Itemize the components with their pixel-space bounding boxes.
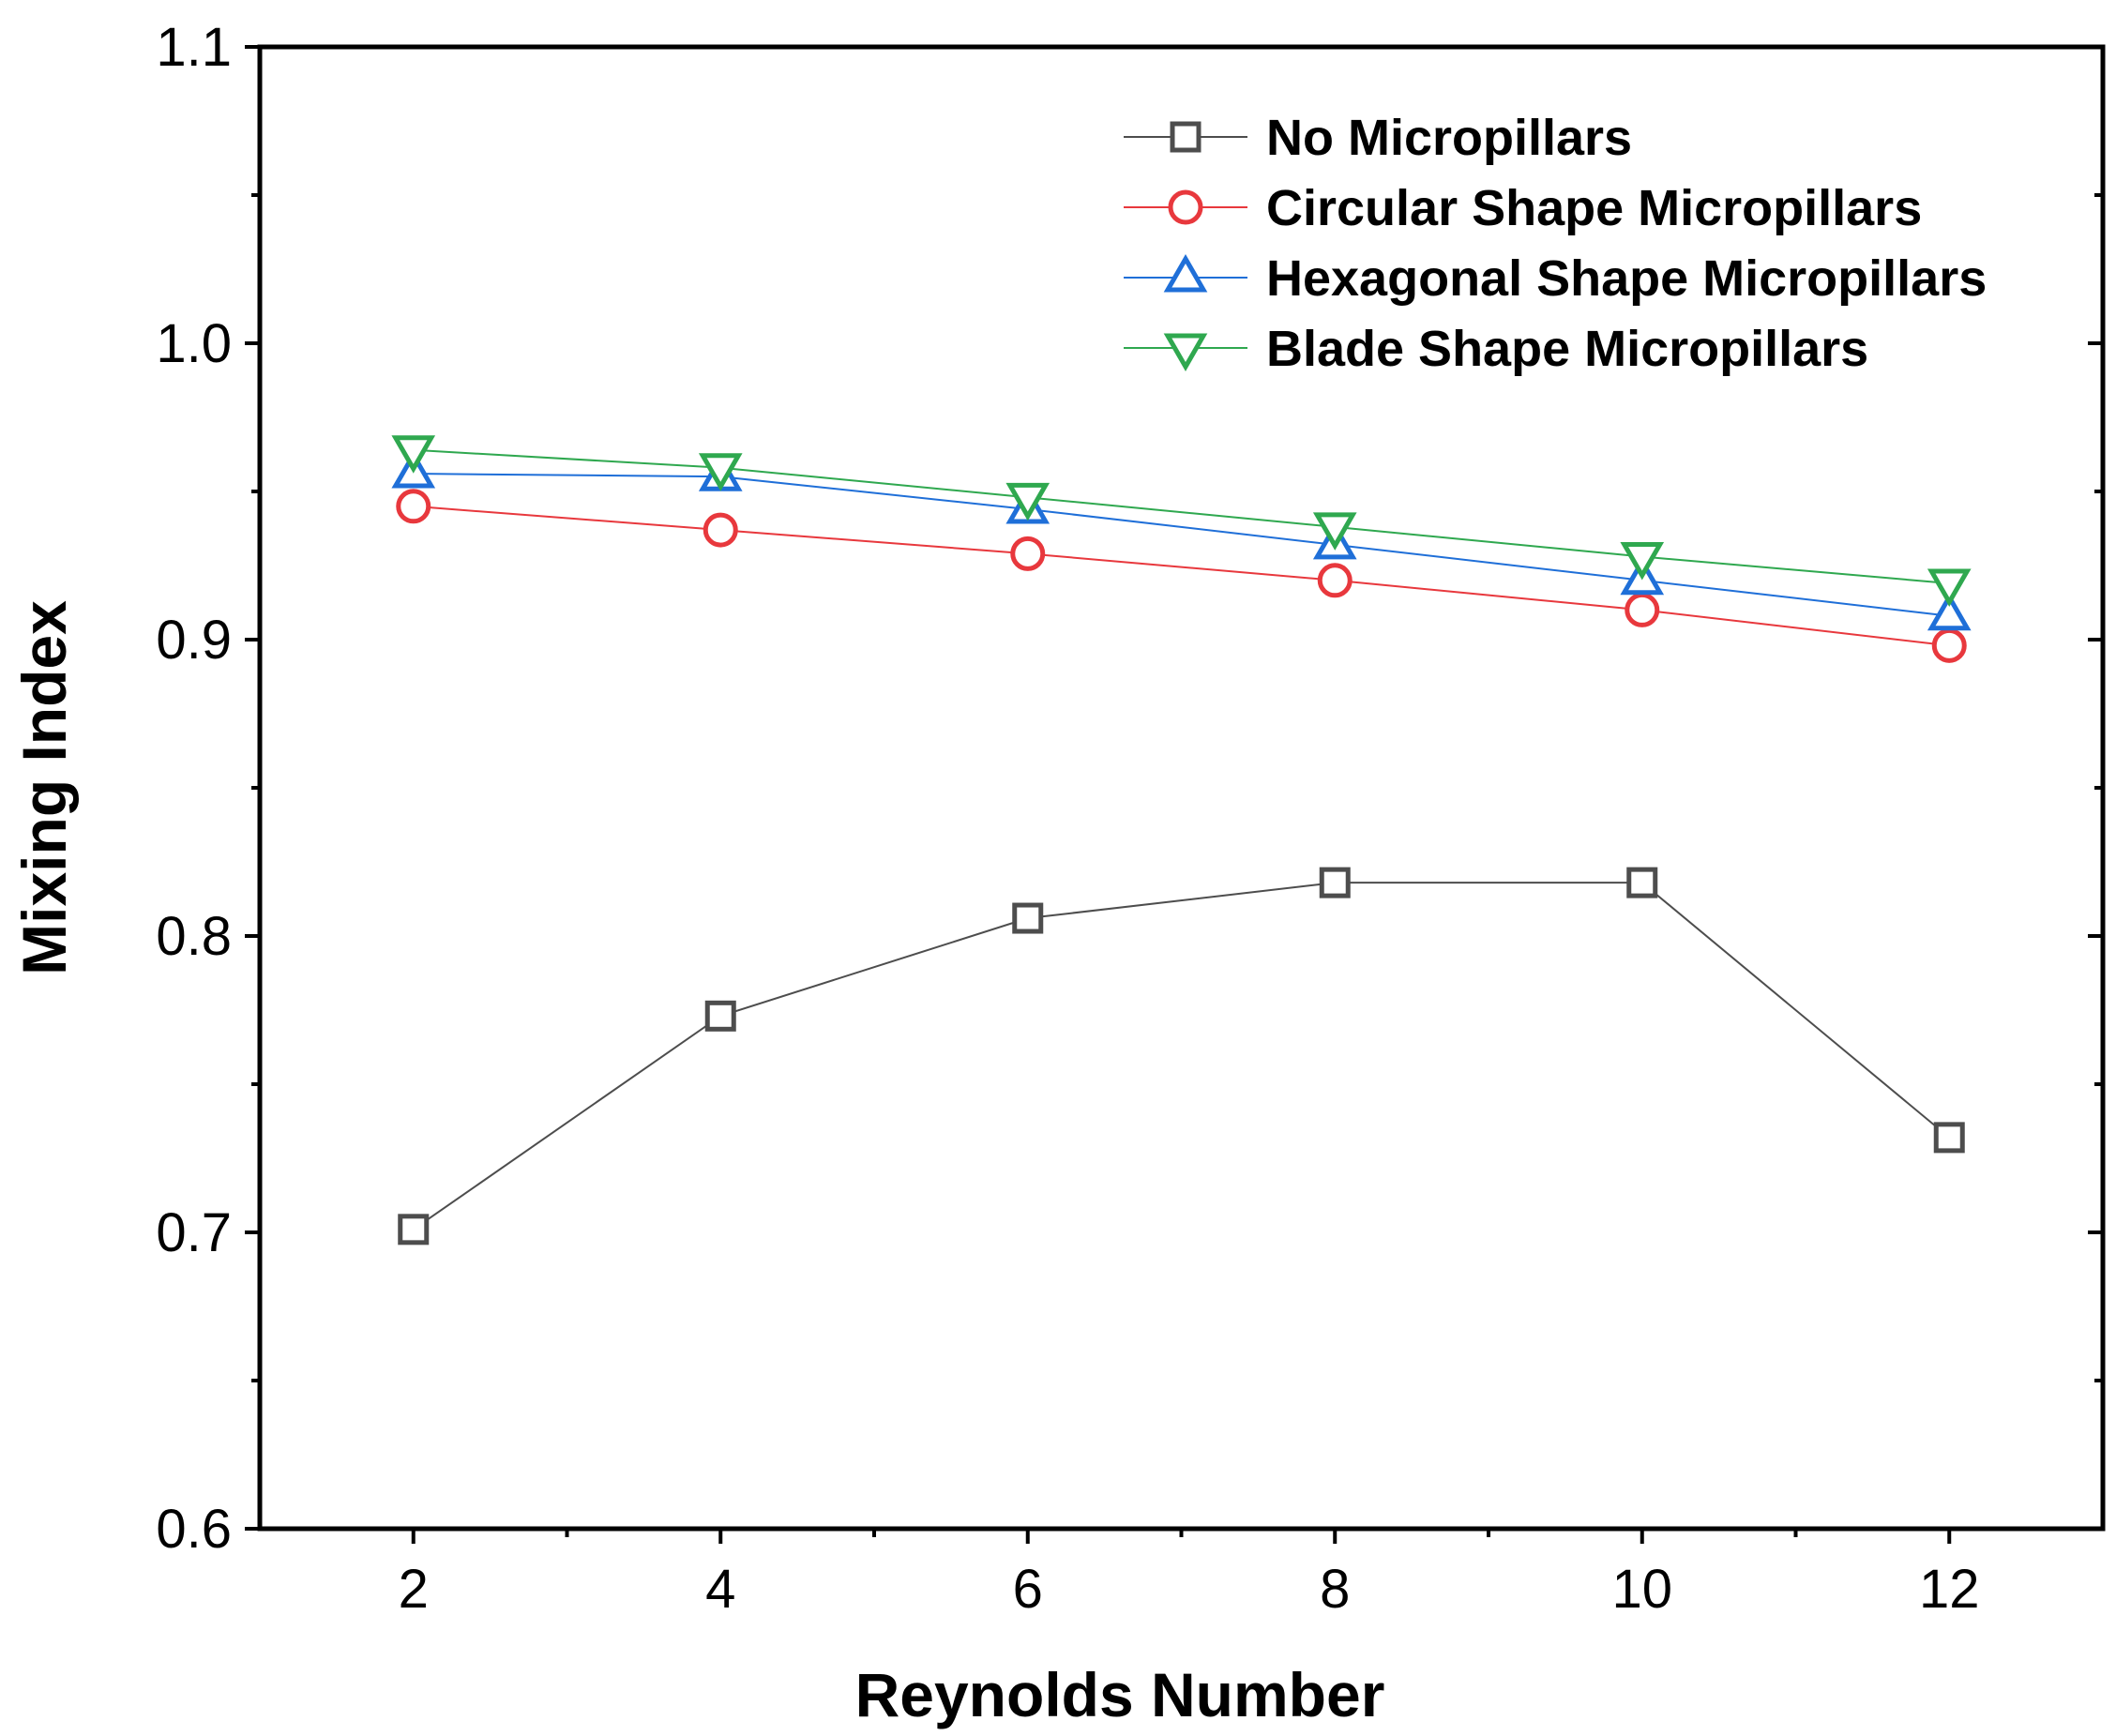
legend-marker-3 — [1163, 253, 1208, 293]
series-2-point-5 — [1625, 592, 1660, 627]
x-tick-label-8: 8 — [1320, 1559, 1350, 1620]
legend: No Micropillars Circular Shape Micropilla… — [1124, 110, 1987, 377]
series-layer — [391, 435, 1972, 1245]
series-2-line — [413, 505, 1950, 647]
series-4-point-4 — [1312, 512, 1357, 551]
legend-entry-4: Blade Shape Micropillars — [1124, 321, 1868, 377]
legend-label-2: Circular Shape Micropillars — [1266, 180, 1922, 236]
series-2-point-4 — [1317, 563, 1353, 598]
y-tick-label-1: 0.7 — [156, 1202, 232, 1263]
legend-entry-2: Circular Shape Micropillars — [1124, 180, 1922, 236]
series-3-line — [413, 473, 1950, 617]
legend-entry-1: No Micropillars — [1124, 110, 1632, 166]
y-tick-label-5: 1.1 — [156, 17, 232, 78]
series-1-point-3 — [1012, 902, 1044, 934]
series-2-point-6 — [1931, 627, 1967, 663]
legend-label-1: No Micropillars — [1266, 110, 1632, 166]
legend-marker-1 — [1170, 121, 1202, 153]
series-4-point-2 — [698, 453, 743, 491]
series-4-point-3 — [1005, 482, 1050, 521]
y-tick-label-3: 0.9 — [156, 610, 232, 671]
series-1-point-6 — [1933, 1122, 1965, 1154]
legend-marker-4 — [1163, 333, 1208, 372]
series-3-point-6 — [1927, 592, 1972, 631]
tick-layer: 2 4 6 8 10 12 0.6 0.7 0.8 0.9 1.0 1.1 — [156, 17, 2103, 1620]
series-2 — [396, 489, 1967, 663]
series-4-line — [413, 448, 1950, 584]
series-1-point-4 — [1319, 867, 1351, 898]
series-1-point-1 — [398, 1214, 430, 1245]
series-1 — [398, 867, 1965, 1245]
series-1-line — [413, 882, 1950, 1230]
legend-label-3: Hexagonal Shape Micropillars — [1266, 250, 1987, 307]
x-tick-label-4: 4 — [705, 1559, 735, 1620]
series-4-point-5 — [1620, 542, 1665, 581]
y-axis-title: Mixing Index — [9, 600, 79, 975]
series-2-point-3 — [1010, 536, 1046, 571]
legend-entry-3: Hexagonal Shape Micropillars — [1124, 250, 1987, 307]
x-axis-title: Reynolds Number — [855, 1660, 1385, 1729]
x-tick-label-12: 12 — [1919, 1559, 1980, 1620]
y-tick-label-2: 0.8 — [156, 906, 232, 967]
series-4-point-6 — [1927, 568, 1972, 607]
legend-marker-2 — [1168, 189, 1203, 225]
x-tick-label-2: 2 — [399, 1559, 429, 1620]
series-2-point-2 — [703, 512, 738, 548]
x-tick-label-10: 10 — [1611, 1559, 1672, 1620]
legend-label-4: Blade Shape Micropillars — [1266, 321, 1868, 377]
series-1-point-2 — [704, 1000, 736, 1032]
x-tick-label-6: 6 — [1013, 1559, 1043, 1620]
series-1-point-5 — [1626, 867, 1658, 898]
y-tick-label-4: 1.0 — [156, 313, 232, 374]
series-2-point-1 — [396, 489, 431, 524]
series-4-point-1 — [391, 435, 436, 474]
series-3 — [391, 450, 1972, 631]
series-4 — [391, 435, 1972, 607]
y-tick-label-0: 0.6 — [156, 1499, 232, 1560]
